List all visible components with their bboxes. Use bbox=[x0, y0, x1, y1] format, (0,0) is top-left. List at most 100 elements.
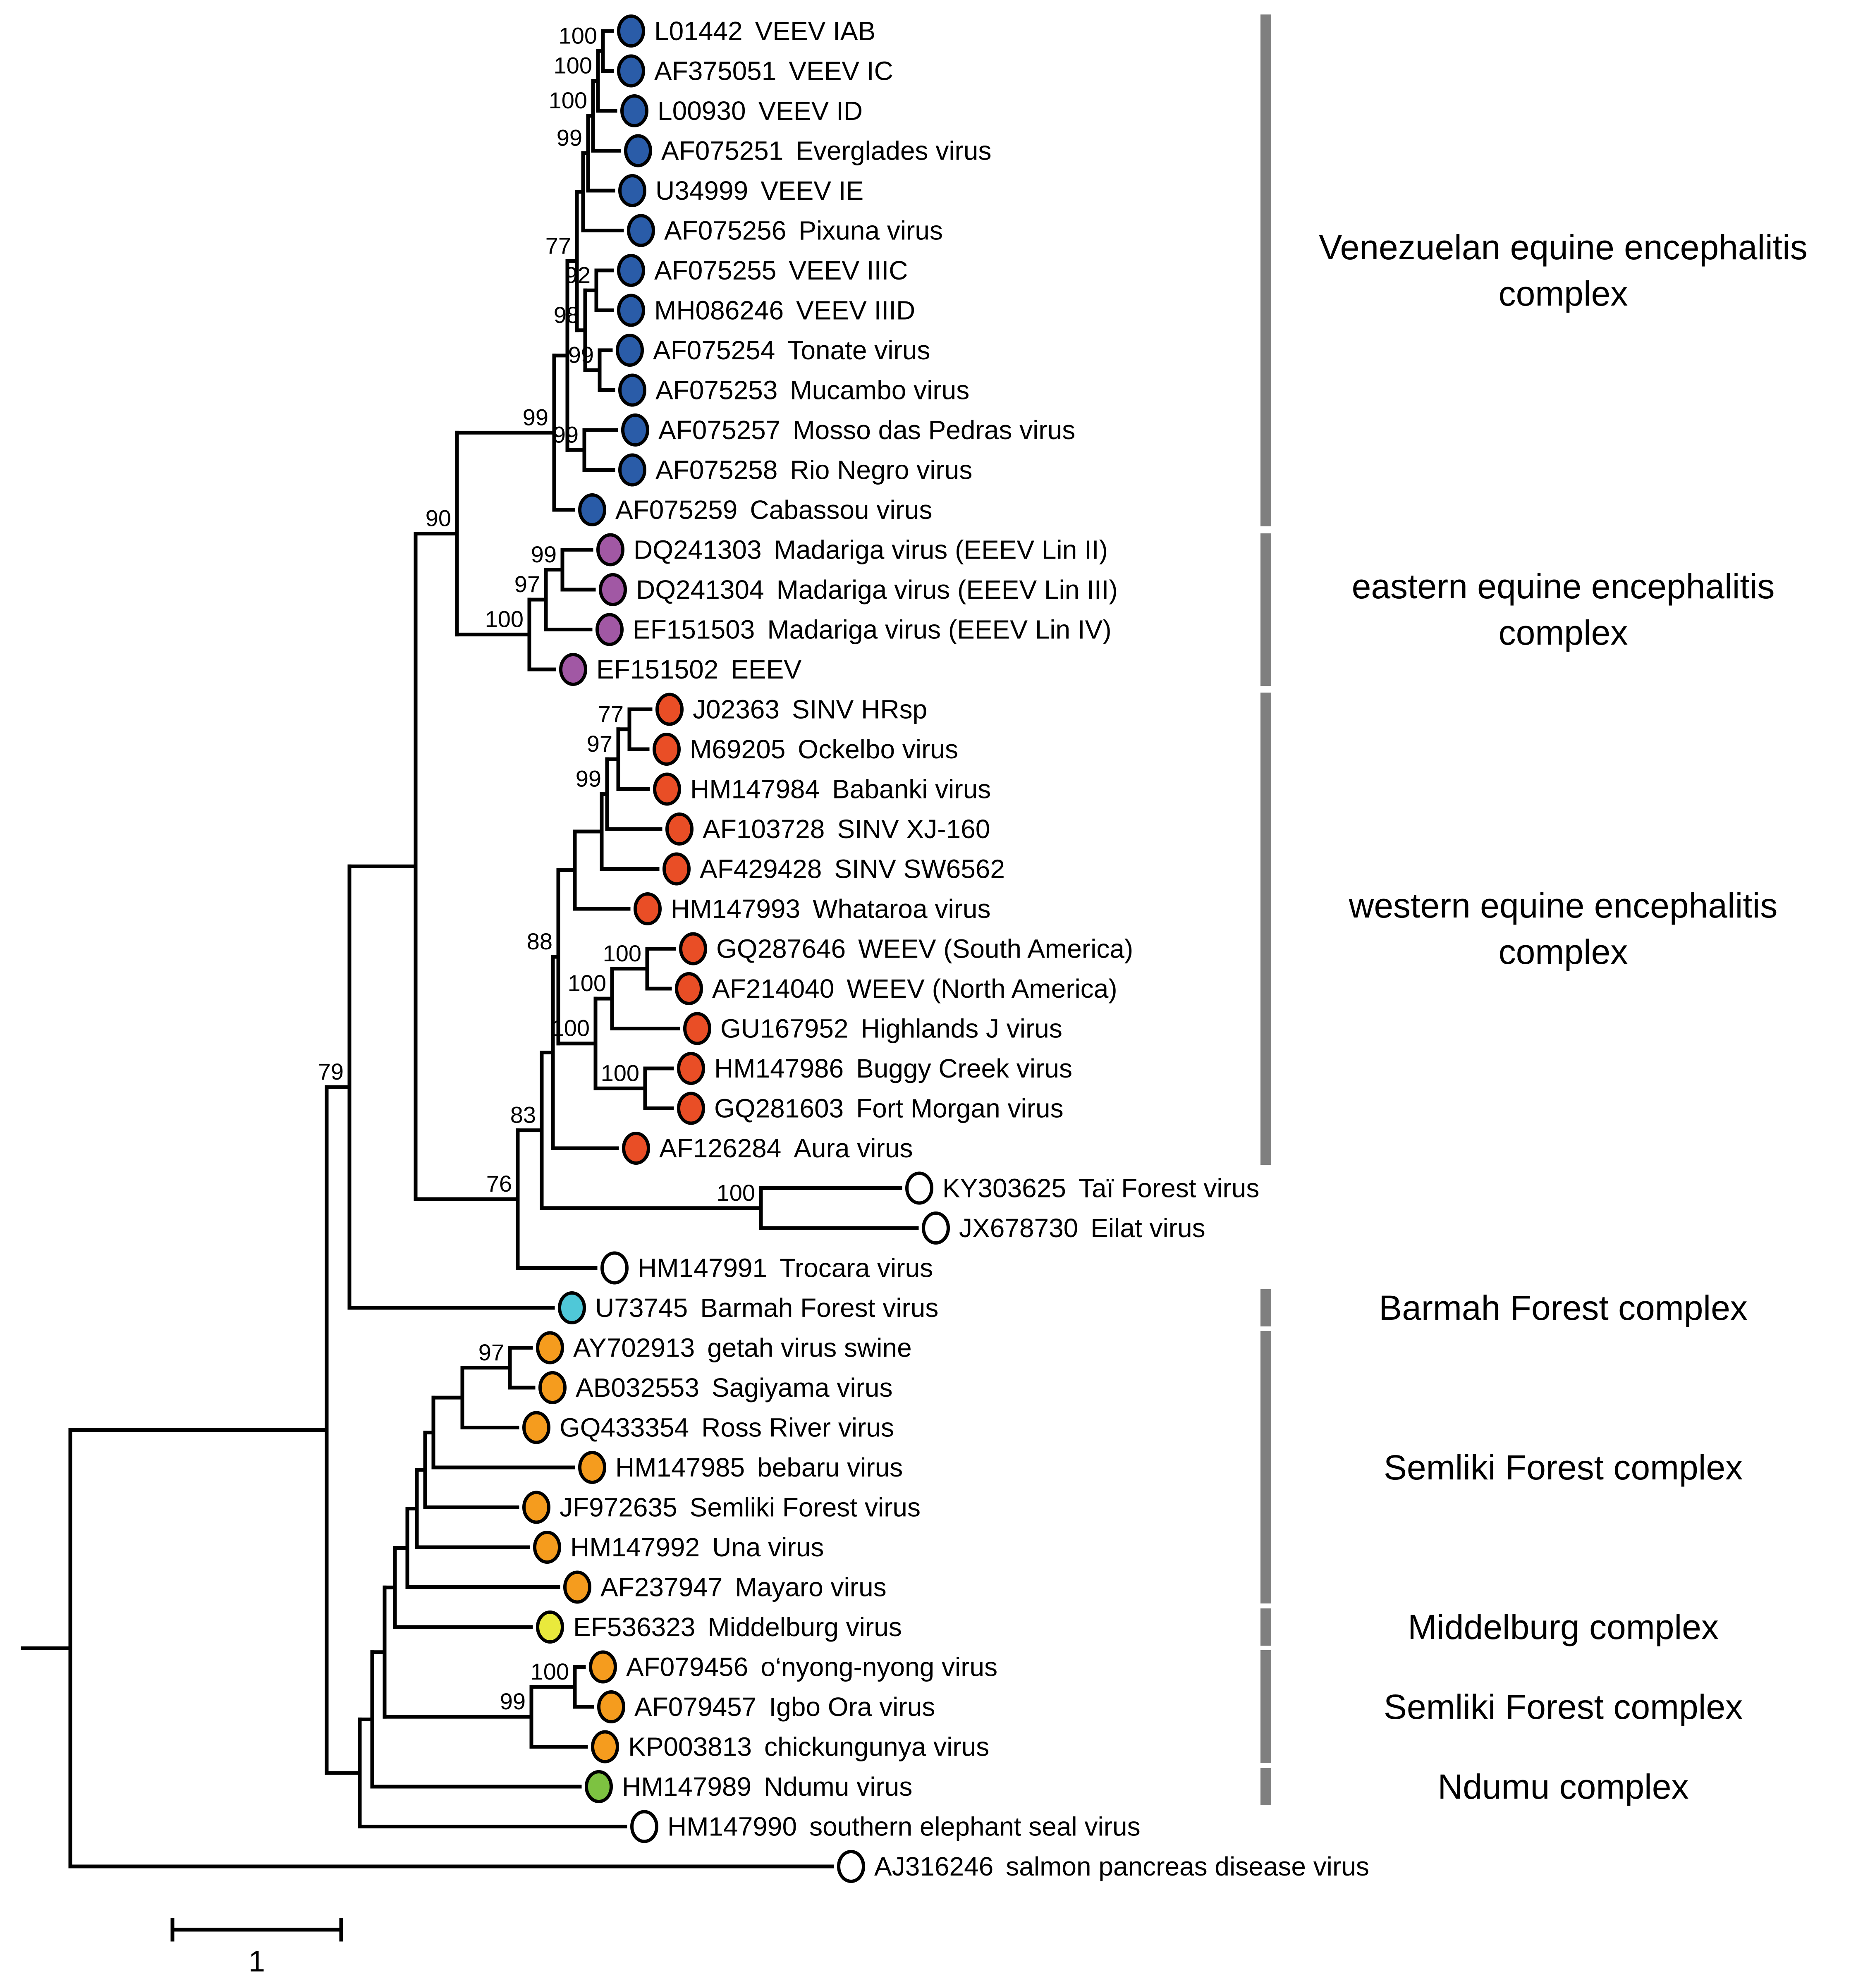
tip-node-circle bbox=[653, 772, 681, 806]
bootstrap-label: 77 bbox=[598, 701, 624, 727]
tip-label: AF214040 WEEV (North America) bbox=[712, 974, 1117, 1004]
tip-label: HM147989 Ndumu virus bbox=[622, 1772, 912, 1802]
tip-node-circle bbox=[622, 1132, 650, 1165]
tip-node-circle bbox=[837, 1850, 865, 1883]
clade-label: complex bbox=[1499, 274, 1628, 313]
tip-label: AF075259 Cabassou virus bbox=[615, 495, 932, 525]
tip-node-circle bbox=[589, 1650, 617, 1684]
tip-node-circle bbox=[618, 174, 646, 207]
tip-node-circle bbox=[683, 1012, 711, 1045]
tip-node-circle bbox=[620, 94, 648, 127]
clade-bar bbox=[1260, 1768, 1271, 1805]
bootstrap-label: 100 bbox=[531, 1658, 569, 1685]
clade-bar bbox=[1260, 1608, 1271, 1646]
tip-label: AF075256 Pixuna virus bbox=[664, 216, 943, 246]
tip-node-circle bbox=[617, 294, 645, 327]
tip-label: AF075258 Rio Negro virus bbox=[655, 455, 972, 485]
tip-node-circle bbox=[536, 1610, 564, 1644]
tip-node-circle bbox=[627, 214, 655, 247]
tip-label: HM147985 bebaru virus bbox=[615, 1453, 903, 1482]
tip-label: EF536323 Middelburg virus bbox=[573, 1612, 902, 1642]
tip-node-circle bbox=[616, 334, 644, 367]
clade-label: complex bbox=[1499, 613, 1628, 652]
tip-label: KP003813 chickungunya virus bbox=[628, 1732, 989, 1762]
tip-node-circle bbox=[618, 373, 646, 407]
tip-label: J02363 SINV HRsp bbox=[693, 695, 927, 724]
clade-label: Semliki Forest complex bbox=[1384, 1687, 1743, 1726]
tip-label: HM147986 Buggy Creek virus bbox=[714, 1054, 1072, 1083]
tip-node-circle bbox=[630, 1810, 658, 1843]
bootstrap-label: 99 bbox=[568, 342, 594, 368]
tip-node-circle bbox=[536, 1331, 564, 1364]
tip-node-circle bbox=[538, 1371, 567, 1404]
tip-node-circle bbox=[617, 254, 645, 287]
bootstrap-label: 100 bbox=[603, 940, 641, 966]
bootstrap-label: 100 bbox=[554, 53, 592, 79]
tip-node-circle bbox=[597, 1690, 625, 1723]
bootstrap-label: 97 bbox=[587, 731, 612, 757]
clade-label: complex bbox=[1499, 932, 1628, 971]
clade-label: Ndumu complex bbox=[1438, 1767, 1689, 1806]
tip-label: AJ316246 salmon pancreas disease virus bbox=[874, 1852, 1369, 1881]
clade-label: Venezuelan equine encephalitis bbox=[1319, 228, 1808, 267]
tip-label: AY702913 getah virus swine bbox=[573, 1333, 912, 1363]
clade-bar bbox=[1260, 14, 1271, 526]
tip-node-circle bbox=[922, 1211, 950, 1245]
tip-label: L00930 VEEV ID bbox=[658, 96, 863, 126]
tip-node-circle bbox=[634, 892, 662, 925]
tip-label: L01442 VEEV IAB bbox=[654, 16, 875, 46]
tip-node-circle bbox=[591, 1730, 619, 1763]
clade-bar bbox=[1260, 1650, 1271, 1763]
bootstrap-label: 97 bbox=[514, 571, 540, 597]
bootstrap-label: 99 bbox=[523, 404, 548, 430]
tip-node-circle bbox=[618, 453, 646, 487]
tip-label: AF075255 VEEV IIIC bbox=[654, 256, 908, 285]
tip-label: AF075253 Mucambo virus bbox=[655, 375, 969, 405]
tip-node-circle bbox=[624, 134, 652, 167]
bootstrap-label: 77 bbox=[545, 232, 571, 258]
clade-bar bbox=[1260, 533, 1271, 686]
tip-label: HM147993 Whataroa virus bbox=[671, 894, 990, 924]
tip-node-circle bbox=[533, 1531, 561, 1564]
bootstrap-label: 100 bbox=[601, 1060, 639, 1086]
tip-node-circle bbox=[522, 1411, 550, 1444]
tip-label: AF075257 Mosso das Pedras virus bbox=[658, 415, 1075, 445]
clade-label: eastern equine encephalitis bbox=[1352, 567, 1775, 606]
tip-label: DQ241304 Madariga virus (EEEV Lin III) bbox=[636, 575, 1118, 605]
bootstrap-label: 100 bbox=[559, 22, 597, 48]
tip-label: AF375051 VEEV IC bbox=[654, 56, 893, 86]
tip-label: AF126284 Aura virus bbox=[659, 1133, 913, 1163]
tip-label: AB032553 Sagiyama virus bbox=[576, 1373, 892, 1403]
clade-bar bbox=[1260, 693, 1271, 1165]
clade-bar bbox=[1260, 1289, 1271, 1326]
bootstrap-label: 99 bbox=[531, 541, 557, 567]
bootstrap-label: 99 bbox=[557, 125, 582, 151]
bootstrap-label: 98 bbox=[554, 302, 579, 328]
tip-label: HM147992 Una virus bbox=[570, 1532, 824, 1562]
tip-label: AF075254 Tonate virus bbox=[653, 335, 930, 365]
tip-label: HM147990 southern elephant seal virus bbox=[667, 1812, 1141, 1842]
tip-node-circle bbox=[617, 14, 645, 48]
tip-label: EF151503 Madariga virus (EEEV Lin IV) bbox=[633, 615, 1112, 645]
tip-label: GU167952 Highlands J virus bbox=[720, 1014, 1062, 1044]
tip-label: AF079457 Igbo Ora virus bbox=[634, 1692, 935, 1722]
tip-label: AF103728 SINV XJ-160 bbox=[703, 814, 990, 844]
tip-label: JX678730 Eilat virus bbox=[959, 1213, 1205, 1243]
bootstrap-label: 100 bbox=[485, 606, 524, 632]
tip-label: MH086246 VEEV IIID bbox=[654, 296, 915, 325]
tip-node-circle bbox=[596, 613, 624, 646]
tip-label: AF429428 SINV SW6562 bbox=[700, 854, 1005, 884]
tip-label: AF079456 o‘nyong-nyong virus bbox=[626, 1652, 997, 1682]
tip-node-circle bbox=[578, 1451, 606, 1484]
tip-label: AF237947 Mayaro virus bbox=[600, 1572, 887, 1602]
tip-node-circle bbox=[677, 1092, 705, 1125]
tip-node-circle bbox=[662, 852, 691, 886]
tip-node-circle bbox=[563, 1570, 591, 1604]
clade-label: Semliki Forest complex bbox=[1384, 1448, 1743, 1487]
tip-node-circle bbox=[653, 733, 681, 766]
bootstrap-label: 100 bbox=[717, 1180, 755, 1206]
bootstrap-label: 99 bbox=[553, 421, 579, 447]
tip-label: JF972635 Semliki Forest virus bbox=[560, 1493, 921, 1522]
